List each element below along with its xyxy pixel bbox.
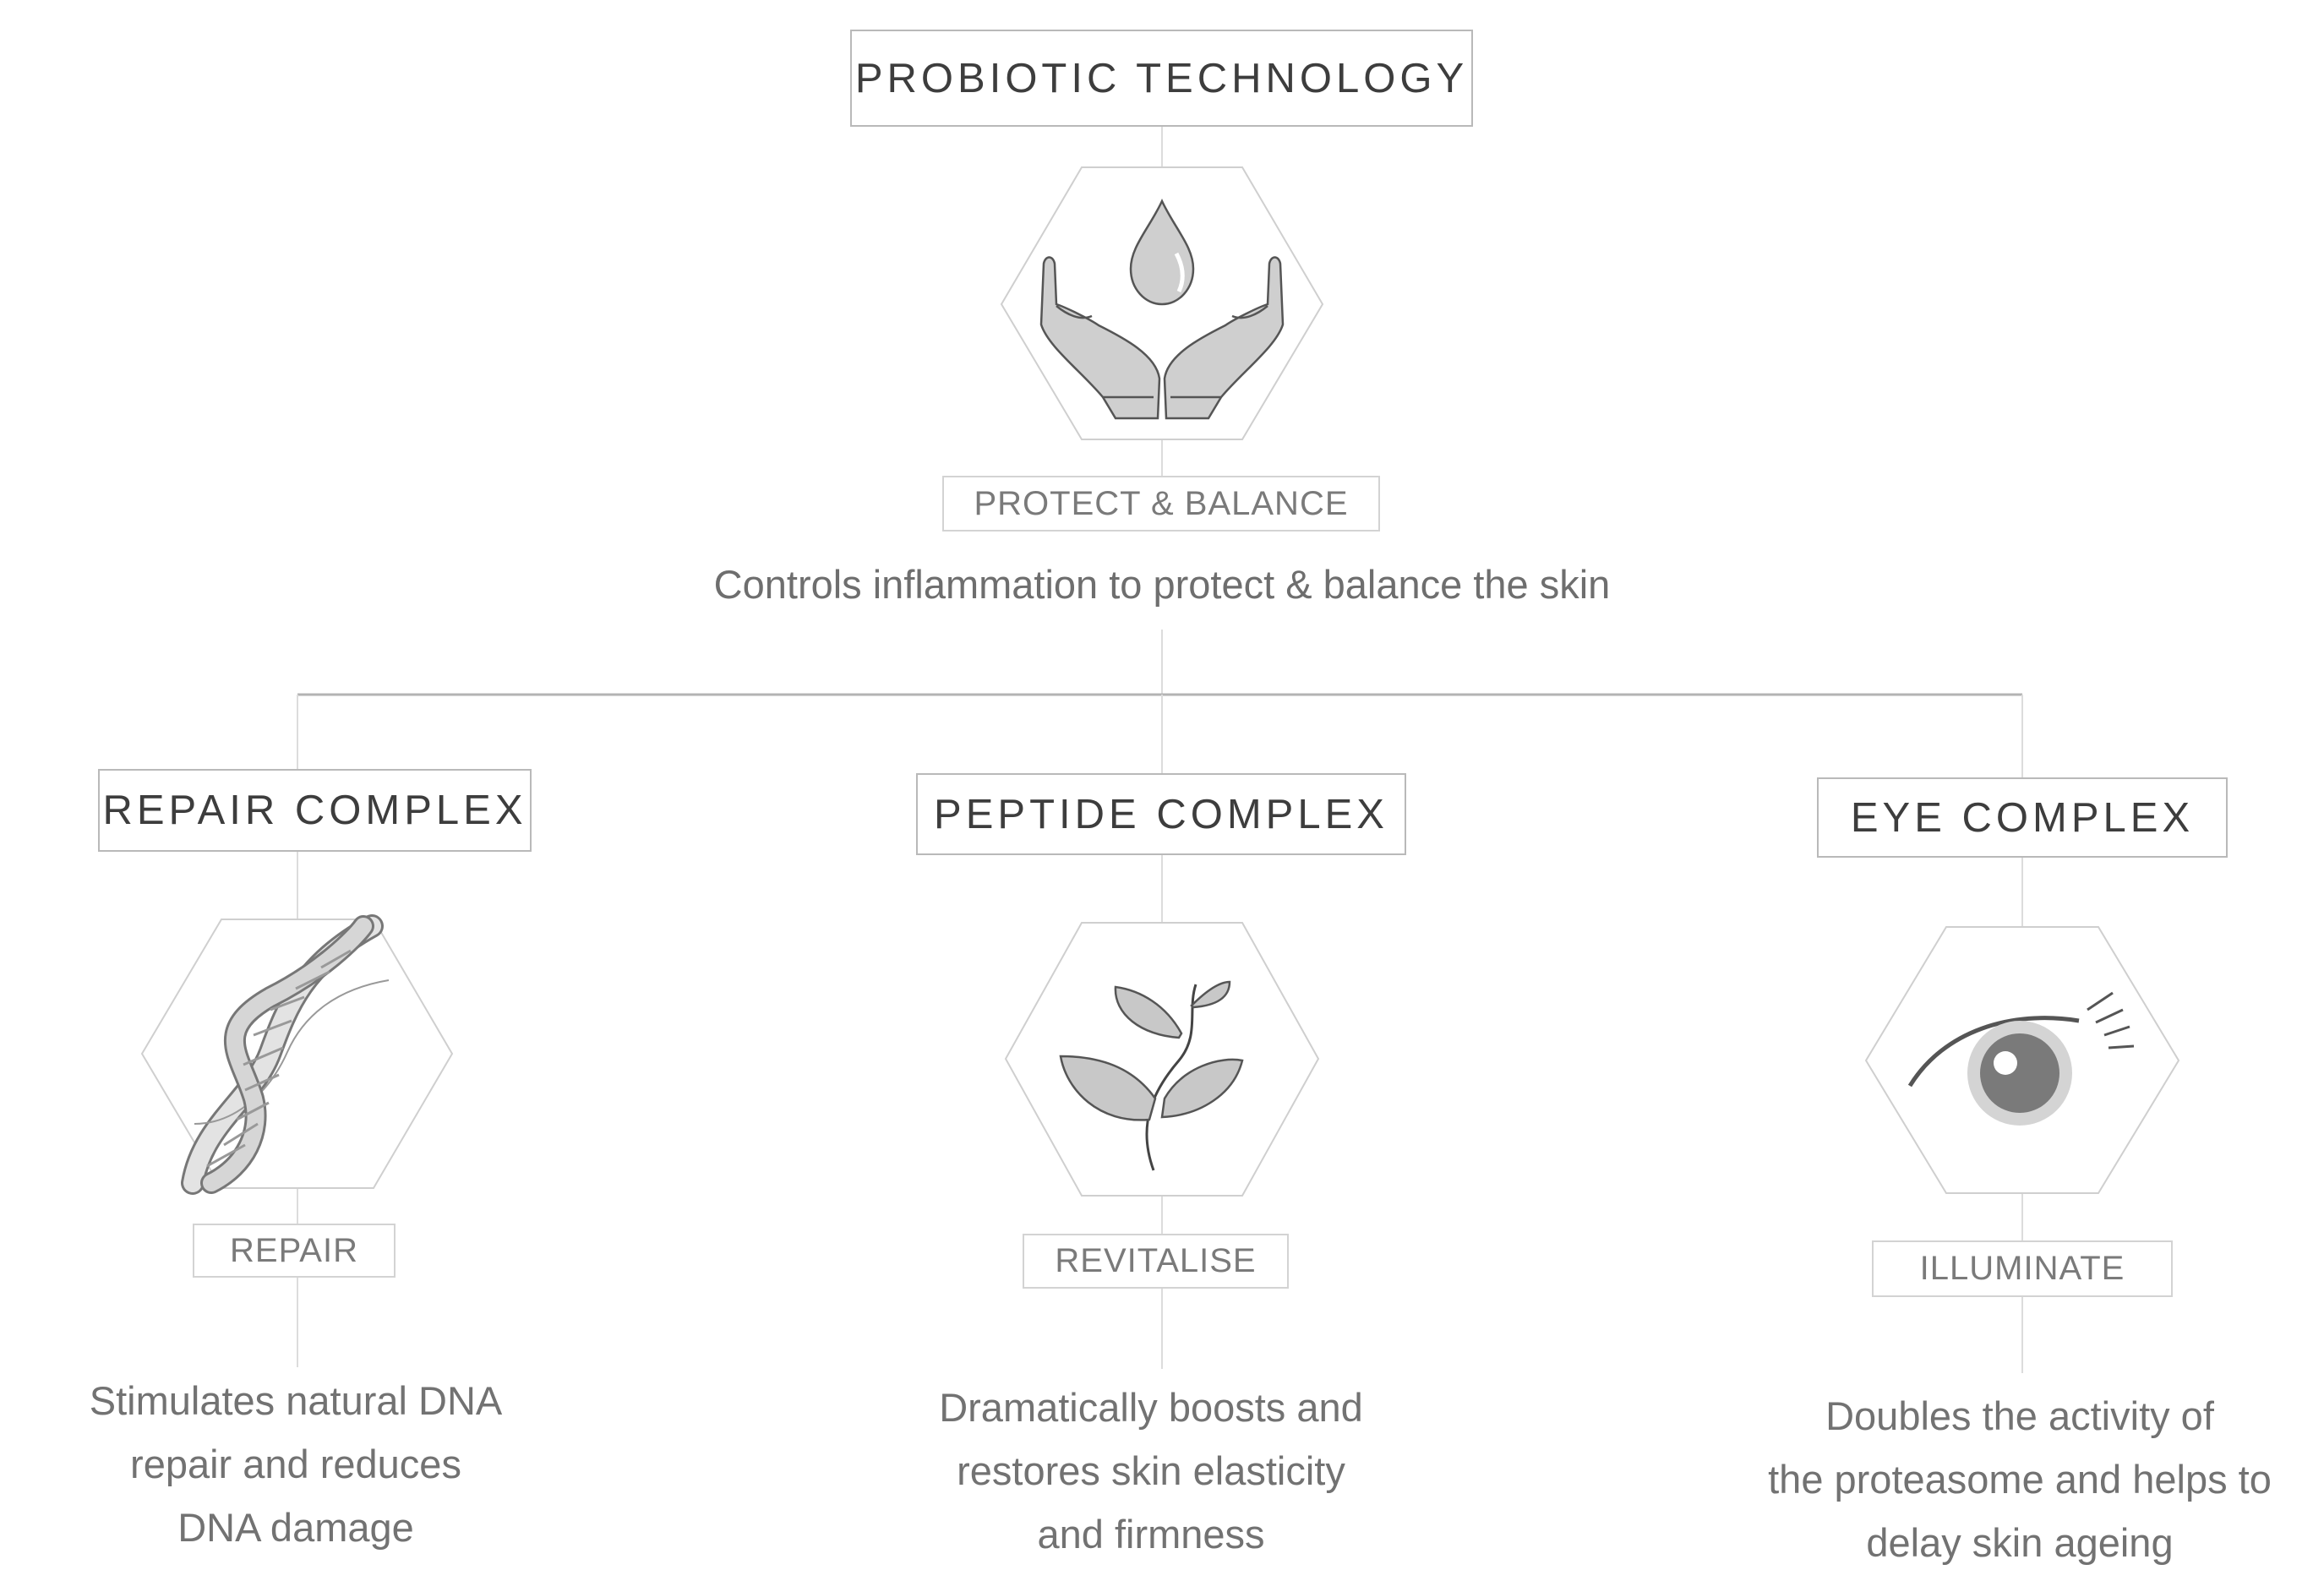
eye-complex-box: EYE COMPLEX	[1817, 777, 2228, 858]
description-line: repair and reduces	[130, 1442, 461, 1486]
description-line: delay skin ageing	[1866, 1520, 2174, 1565]
eye-icon	[1907, 991, 2135, 1126]
root-title-box: PROBIOTIC TECHNOLOGY	[850, 30, 1473, 127]
branch-tag: REPAIR	[230, 1231, 358, 1269]
peptide-hexagon	[1004, 922, 1320, 1197]
repair-complex-box: REPAIR COMPLEX	[98, 769, 532, 852]
hands-droplet-icon	[1039, 199, 1285, 420]
root-title: PROBIOTIC TECHNOLOGY	[854, 55, 1469, 101]
description-line: Doubles the activity of	[1825, 1393, 2214, 1438]
description-line: the proteasome and helps to	[1768, 1457, 2272, 1502]
repair-tag-box: REPAIR	[193, 1224, 396, 1278]
branch-title: EYE COMPLEX	[1850, 794, 2195, 841]
branch-tag: ILLUMINATE	[1919, 1250, 2125, 1287]
revitalise-tag-box: REVITALISE	[1023, 1234, 1289, 1289]
description-line: Dramatically boosts and	[939, 1385, 1363, 1430]
root-tag-box: PROTECT & BALANCE	[942, 476, 1380, 532]
repair-hexagon	[140, 919, 454, 1189]
illuminate-tag-box: ILLUMINATE	[1872, 1240, 2173, 1297]
peptide-description: Dramatically boosts and restores skin el…	[939, 1376, 1363, 1566]
root-tag: PROTECT & BALANCE	[974, 484, 1349, 522]
plant-sprout-icon	[1059, 980, 1244, 1171]
branch-tag: REVITALISE	[1055, 1242, 1257, 1279]
description-line: restores skin elasticity	[957, 1448, 1345, 1493]
description-line: DNA damage	[177, 1505, 414, 1550]
branch-title: REPAIR COMPLEX	[102, 788, 527, 833]
root-description: Controls inflammation to protect & balan…	[706, 561, 1618, 608]
eye-description: Doubles the activity of the proteasome a…	[1768, 1384, 2272, 1574]
dna-icon	[181, 914, 390, 1195]
description-line: Stimulates natural DNA	[89, 1378, 503, 1423]
description-line: and firmness	[1037, 1512, 1265, 1556]
repair-description: Stimulates natural DNA repair and reduce…	[90, 1369, 502, 1559]
branch-title: PEPTIDE COMPLEX	[934, 791, 1388, 837]
peptide-complex-box: PEPTIDE COMPLEX	[916, 773, 1406, 855]
